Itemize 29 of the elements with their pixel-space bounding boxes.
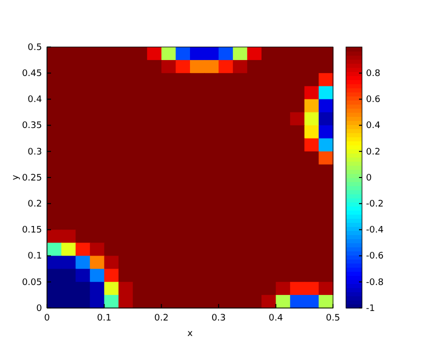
y-tick-label: 0.45 xyxy=(22,68,42,79)
y-tick-label: 0 xyxy=(36,304,42,314)
y-tick-label: 0.3 xyxy=(28,147,42,158)
x-tick-label: 0.5 xyxy=(326,313,340,324)
color-bar-label: -1 xyxy=(366,304,375,314)
color-bar-label: -0.2 xyxy=(366,199,384,210)
x-axis-title: x xyxy=(187,329,194,339)
y-tick-label: 0.35 xyxy=(22,121,42,132)
color-bar-label: 0 xyxy=(366,173,372,184)
color-bar-label: 0.8 xyxy=(366,68,381,79)
color-bar-label: 0.4 xyxy=(366,121,381,132)
y-tick-label: 0.5 xyxy=(28,42,42,53)
color-bar-label: -0.8 xyxy=(366,278,384,288)
y-axis-title: y xyxy=(11,174,21,180)
color-bar-label: 0.6 xyxy=(366,95,381,106)
color-bar-label: -0.6 xyxy=(366,252,384,262)
x-tick-label: 0.4 xyxy=(268,313,284,324)
color-bar-label: 0.2 xyxy=(366,147,380,158)
y-tick-label: 0.4 xyxy=(28,95,42,106)
color-bar-label: -0.4 xyxy=(366,226,384,236)
x-tick-label: 0.2 xyxy=(154,313,169,324)
y-tick-label: 0.25 xyxy=(22,173,42,184)
x-tick-label: 0.3 xyxy=(211,313,226,324)
x-tick-label: 0.1 xyxy=(97,313,112,324)
y-tick-label: 0.15 xyxy=(22,226,42,236)
y-tick-label: 0.2 xyxy=(28,199,42,210)
y-tick-label: 0.1 xyxy=(28,252,42,262)
x-tick-label: 0 xyxy=(44,313,50,324)
y-tick-label: 0.05 xyxy=(22,278,42,288)
